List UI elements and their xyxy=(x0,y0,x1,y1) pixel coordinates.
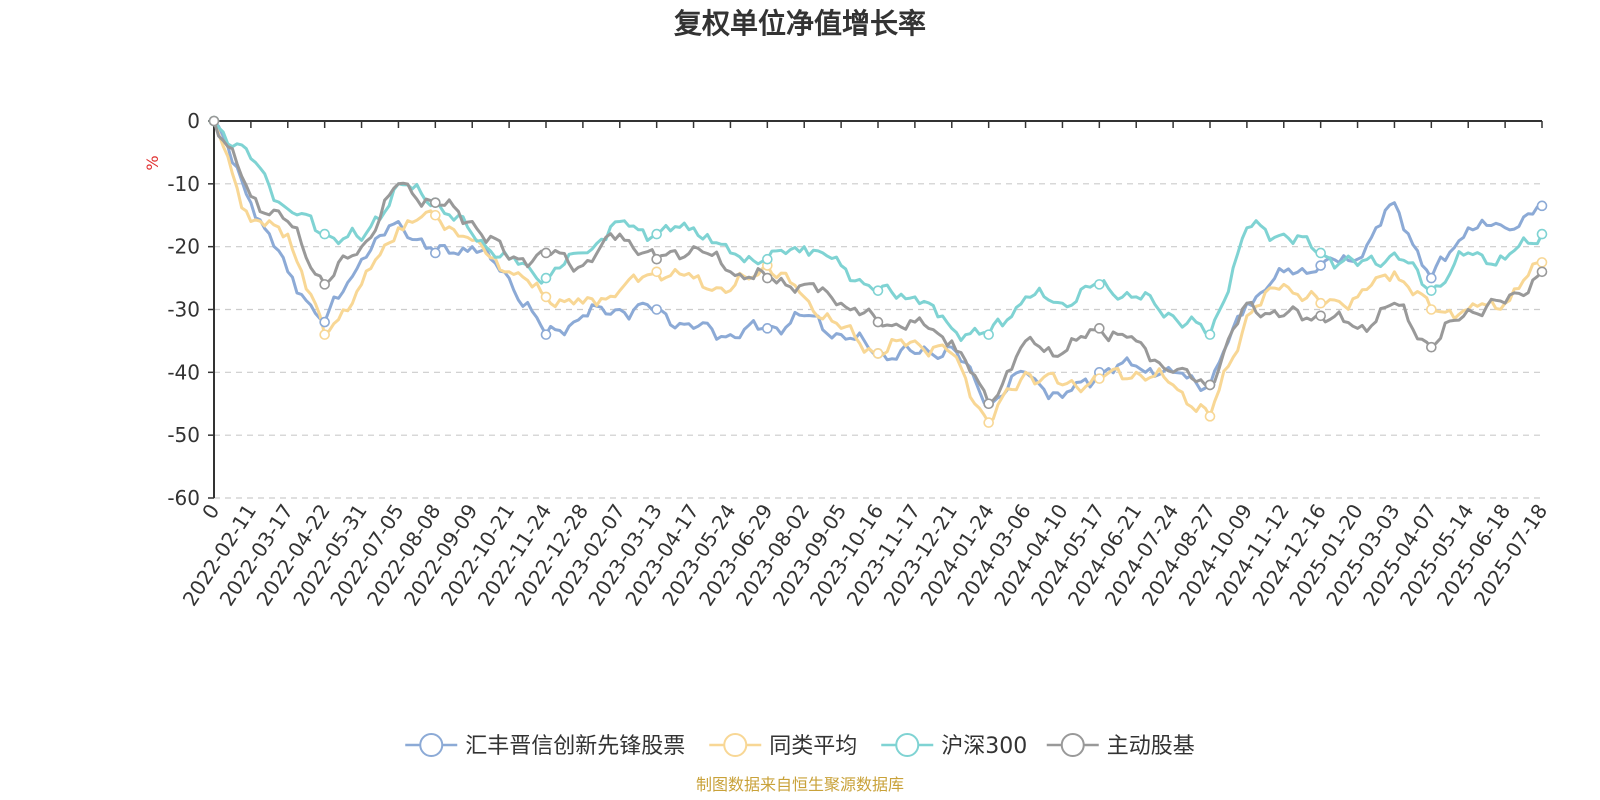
data-point xyxy=(1094,279,1105,290)
data-point xyxy=(1315,297,1326,309)
data-point xyxy=(651,228,662,240)
y-tick-label: -30 xyxy=(167,298,200,322)
data-point xyxy=(1315,310,1326,322)
data-point xyxy=(762,253,773,265)
axes xyxy=(208,120,1543,499)
data-point xyxy=(762,323,773,334)
legend-circle-icon xyxy=(723,733,748,757)
data-point xyxy=(872,316,884,328)
data-point xyxy=(208,115,220,127)
data-point xyxy=(872,285,884,296)
data-point xyxy=(1426,304,1437,315)
data-point xyxy=(430,247,441,259)
data-point xyxy=(430,197,441,208)
data-point xyxy=(319,329,330,340)
legend-label: 沪深300 xyxy=(941,734,1027,759)
data-point xyxy=(1315,247,1326,259)
grid-lines xyxy=(214,183,1542,499)
data-point xyxy=(319,279,330,290)
data-point xyxy=(1204,411,1216,422)
x-tick-label: 0 xyxy=(197,500,224,524)
y-tick-labels: 0 -10 -20 -30 -40 -50 -60 xyxy=(167,109,200,510)
chart-title: 复权单位净值增长率 xyxy=(674,7,926,40)
data-point xyxy=(762,272,773,284)
y-axis-unit-label: % xyxy=(143,155,162,170)
data-point xyxy=(651,304,662,315)
data-point xyxy=(983,398,994,410)
data-source-note: 制图数据来自恒生聚源数据库 xyxy=(696,775,904,794)
series-lines xyxy=(212,119,1544,425)
data-point xyxy=(319,316,330,328)
y-tick-label: -20 xyxy=(167,235,200,259)
legend-label: 同类平均 xyxy=(769,734,857,759)
data-point xyxy=(1536,266,1548,278)
series-line-2 xyxy=(212,119,1544,342)
data-point xyxy=(540,291,552,303)
series-line-1 xyxy=(212,119,1544,425)
legend-label: 汇丰晋信创新先锋股票 xyxy=(465,734,685,759)
legend-circle-icon xyxy=(895,733,920,757)
y-tick-label: 0 xyxy=(187,109,200,133)
data-point xyxy=(319,228,330,240)
y-tick-label: -40 xyxy=(167,360,200,384)
legend-circle-icon xyxy=(419,733,444,757)
data-point xyxy=(651,266,662,278)
data-point xyxy=(1204,379,1216,391)
legend-item-0[interactable]: 汇丰晋信创新先锋股票 xyxy=(405,733,685,759)
data-point xyxy=(983,417,994,428)
data-point xyxy=(1204,329,1216,340)
data-point xyxy=(1094,373,1105,384)
data-point xyxy=(1426,272,1437,284)
legend-item-2[interactable]: 沪深300 xyxy=(881,733,1027,759)
data-point xyxy=(872,348,884,359)
data-point xyxy=(1536,228,1548,240)
data-point xyxy=(1536,200,1548,212)
data-point xyxy=(430,209,441,221)
legend-label: 主动股基 xyxy=(1107,734,1195,759)
data-point xyxy=(540,272,552,284)
y-tick-label: -10 xyxy=(167,172,200,196)
data-point xyxy=(983,329,994,340)
legend-item-3[interactable]: 主动股基 xyxy=(1046,733,1195,759)
legend: 汇丰晋信创新先锋股票 同类平均 沪深300 主动股基 xyxy=(405,733,1195,759)
data-point xyxy=(540,329,552,340)
data-point xyxy=(651,253,662,265)
legend-item-1[interactable]: 同类平均 xyxy=(709,733,857,759)
data-point xyxy=(1315,260,1326,271)
data-point xyxy=(1094,323,1105,334)
data-point xyxy=(1536,257,1548,268)
data-point xyxy=(1426,341,1437,353)
data-point xyxy=(540,247,552,259)
legend-circle-icon xyxy=(1060,733,1085,757)
y-tick-label: -60 xyxy=(167,486,200,510)
y-tick-label: -50 xyxy=(167,423,200,447)
series-markers xyxy=(208,115,1548,428)
data-point xyxy=(1426,285,1437,296)
x-tick-labels: 02022-02-112022-03-172022-04-222022-05-3… xyxy=(178,500,1553,611)
